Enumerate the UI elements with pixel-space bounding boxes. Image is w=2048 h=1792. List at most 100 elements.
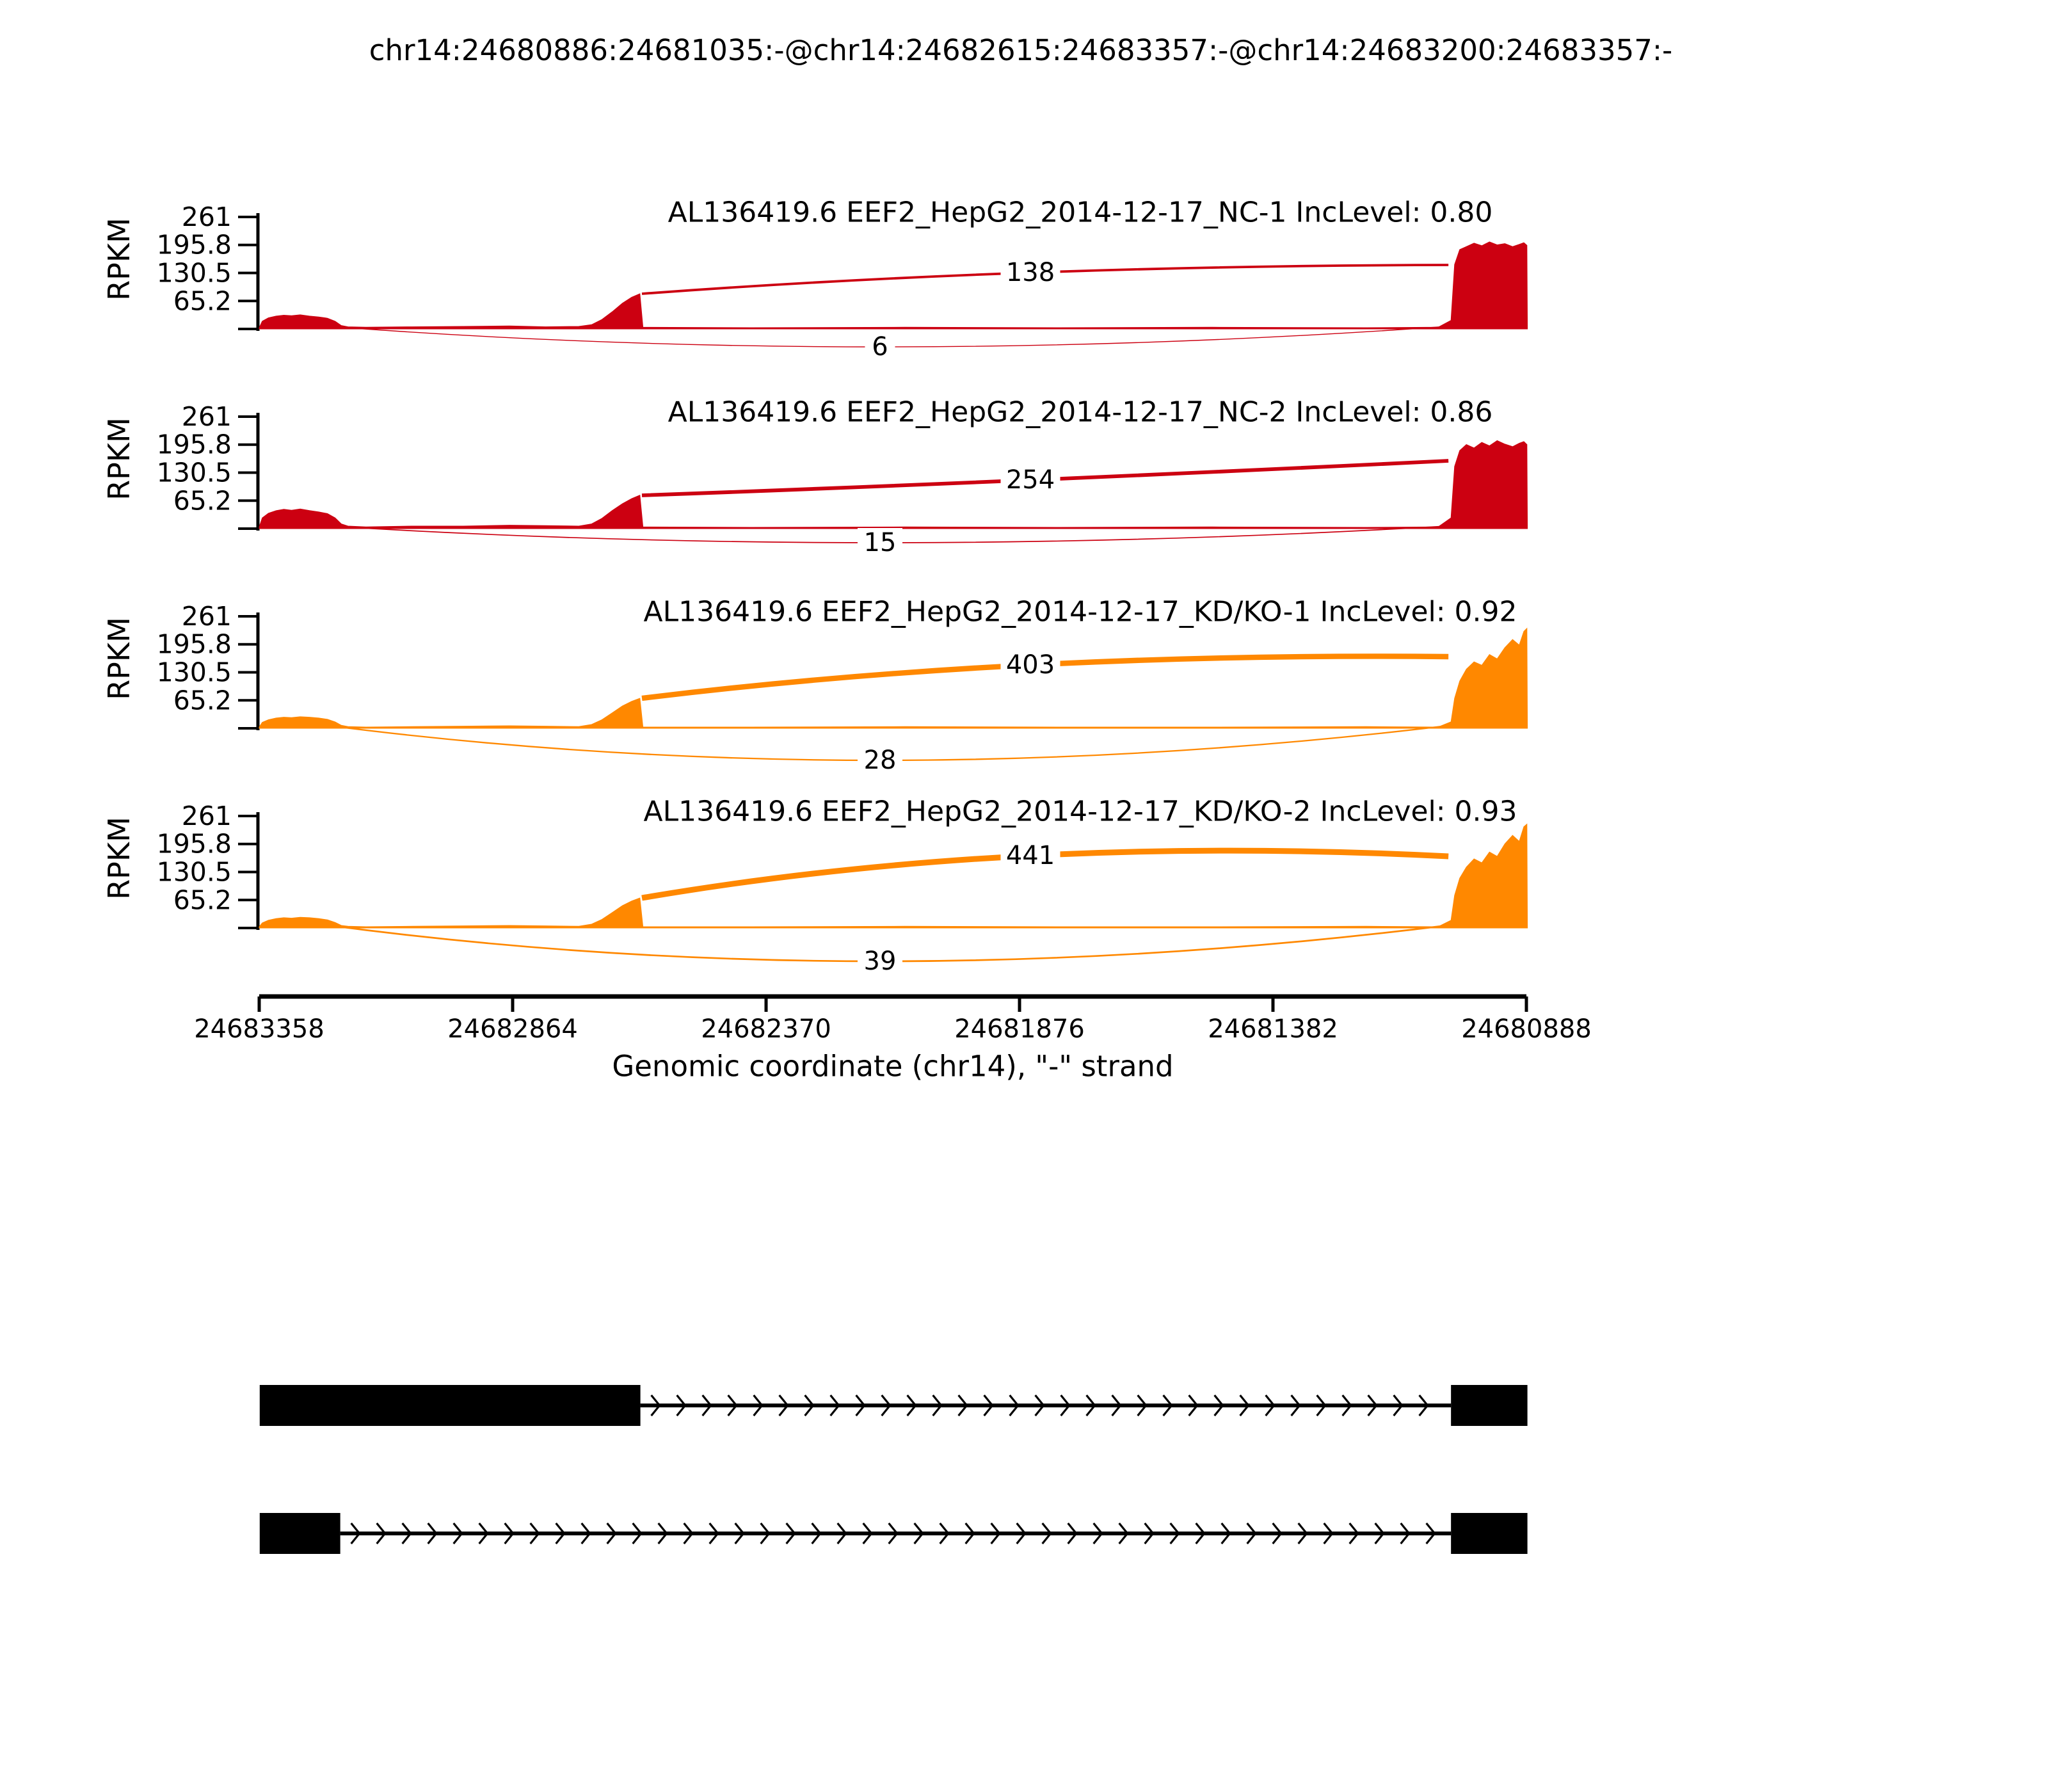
coverage-area <box>259 440 1528 529</box>
strand-arrow-chevron <box>785 1522 796 1545</box>
exon-box <box>1451 1385 1528 1426</box>
strand-arrow-chevron <box>632 1522 643 1545</box>
strand-arrow-chevron <box>580 1522 591 1545</box>
y-tick-label: 195.8 <box>157 230 232 260</box>
junction-count-label-inclusion: 254 <box>1006 465 1055 495</box>
junction-count-label-inclusion: 441 <box>1006 841 1055 870</box>
exon-box <box>1451 1513 1528 1554</box>
x-axis: 24683358 24682864 24682370 24681876 24681382… <box>194 994 1592 1084</box>
track-label: AL136419.6 EEF2_HepG2_2014-12-17_NC-2 In… <box>668 396 1493 429</box>
strand-arrow-chevron <box>504 1522 515 1545</box>
junction-label-bg <box>1000 841 1060 870</box>
strand-arrow-chevron <box>650 1394 661 1417</box>
strand-arrow-chevron <box>957 1394 968 1417</box>
strand-arrow-chevron <box>452 1522 463 1545</box>
junction-label-bg <box>1000 465 1060 495</box>
strand-arrow-chevron <box>1111 1394 1122 1417</box>
strand-arrow-chevron <box>1272 1522 1283 1545</box>
strand-arrow-chevron <box>964 1522 975 1545</box>
strand-arrow-chevron <box>1425 1522 1436 1545</box>
strand-arrow-chevron <box>990 1522 1001 1545</box>
strand-arrow-chevron <box>1393 1394 1404 1417</box>
strand-arrow-chevron <box>1246 1522 1257 1545</box>
y-tick-label: 261 <box>182 801 232 831</box>
y-tick-label: 195.8 <box>157 829 232 860</box>
junction-label-bg <box>865 332 895 362</box>
strand-arrow-chevron <box>1220 1522 1231 1545</box>
x-tick-label: 24682370 <box>701 1014 831 1044</box>
y-tick-label: 261 <box>182 601 232 632</box>
coverage-area <box>259 241 1528 330</box>
y-tick-label: 130.5 <box>157 458 232 488</box>
track-label: AL136419.6 EEF2_HepG2_2014-12-17_KD/KO-2… <box>643 796 1517 828</box>
strand-arrow-chevron <box>1060 1394 1071 1417</box>
y-tick-label: 195.8 <box>157 429 232 460</box>
strand-arrow-chevron <box>606 1522 617 1545</box>
strand-arrow-chevron <box>350 1522 361 1545</box>
strand-arrow-chevron <box>708 1522 719 1545</box>
y-tick-label: 261 <box>182 202 232 232</box>
strand-arrow-chevron <box>1374 1522 1385 1545</box>
strand-arrow-chevron <box>1418 1394 1429 1417</box>
junction-count-label-inclusion: 138 <box>1006 258 1055 287</box>
strand-arrow-chevron <box>906 1394 917 1417</box>
strand-arrow-chevron <box>804 1394 815 1417</box>
strand-arrow-chevron <box>1085 1394 1096 1417</box>
junction-count-label-skipping: 6 <box>872 332 888 362</box>
strand-arrow-chevron <box>855 1394 866 1417</box>
strand-arrow-chevron <box>1016 1522 1027 1545</box>
junction-label-bg <box>1000 650 1060 680</box>
strand-arrow-chevron <box>529 1522 540 1545</box>
junction-count-label-skipping: 39 <box>864 947 897 976</box>
strand-arrow-chevron <box>1341 1394 1352 1417</box>
y-tick-label: 130.5 <box>157 857 232 888</box>
rpkm-axis-label: RPKM <box>102 218 136 301</box>
strand-arrow-chevron <box>983 1394 994 1417</box>
strand-arrow-chevron <box>1041 1522 1052 1545</box>
junction-count-label-skipping: 28 <box>864 746 897 775</box>
x-tick-label: 24682864 <box>447 1014 578 1044</box>
strand-arrow-chevron <box>376 1522 387 1545</box>
strand-arrow-chevron <box>1092 1522 1103 1545</box>
strand-arrow-chevron <box>836 1522 847 1545</box>
strand-arrow-chevron <box>1169 1522 1180 1545</box>
strand-arrow-chevron <box>1118 1522 1129 1545</box>
strand-arrow-chevron <box>881 1394 892 1417</box>
x-tick-label: 24681876 <box>954 1014 1085 1044</box>
junction-label-bg <box>858 947 902 976</box>
y-tick-label: 65.2 <box>173 285 232 316</box>
strand-arrow-chevron <box>401 1522 412 1545</box>
y-tick-label: 65.2 <box>173 685 232 716</box>
exon-box <box>259 1513 340 1554</box>
strand-arrow-chevron <box>1067 1522 1078 1545</box>
strand-arrow-chevron <box>1034 1394 1045 1417</box>
figure-title: chr14:24680886:24681035:-@chr14:24682615… <box>369 33 1673 67</box>
track-label: AL136419.6 EEF2_HepG2_2014-12-17_NC-1 In… <box>668 196 1493 229</box>
y-tick-label: 65.2 <box>173 884 232 915</box>
isoform-2 <box>259 1513 1528 1554</box>
y-tick-label: 65.2 <box>173 485 232 516</box>
strand-arrow-chevron <box>1297 1522 1308 1545</box>
y-tick-label: 130.5 <box>157 657 232 688</box>
strand-arrow-chevron <box>760 1522 771 1545</box>
strand-arrow-chevron <box>932 1394 943 1417</box>
strand-arrow-chevron <box>1265 1394 1276 1417</box>
strand-arrow-chevron <box>1137 1394 1148 1417</box>
junction-label-bg <box>858 528 902 557</box>
y-tick-label: 130.5 <box>157 258 232 289</box>
strand-arrow-chevron <box>1162 1394 1173 1417</box>
strand-arrow-chevron <box>734 1522 745 1545</box>
strand-arrow-chevron <box>1367 1394 1378 1417</box>
strand-arrow-chevron <box>829 1394 840 1417</box>
strand-arrow-chevron <box>478 1522 489 1545</box>
rpkm-axis-label: RPKM <box>102 617 136 700</box>
strand-arrow-chevron <box>1188 1394 1199 1417</box>
strand-arrow-chevron <box>676 1394 687 1417</box>
y-tick-label: 261 <box>182 401 232 432</box>
strand-arrow-chevron <box>1400 1522 1411 1545</box>
strand-arrow-chevron <box>778 1394 789 1417</box>
